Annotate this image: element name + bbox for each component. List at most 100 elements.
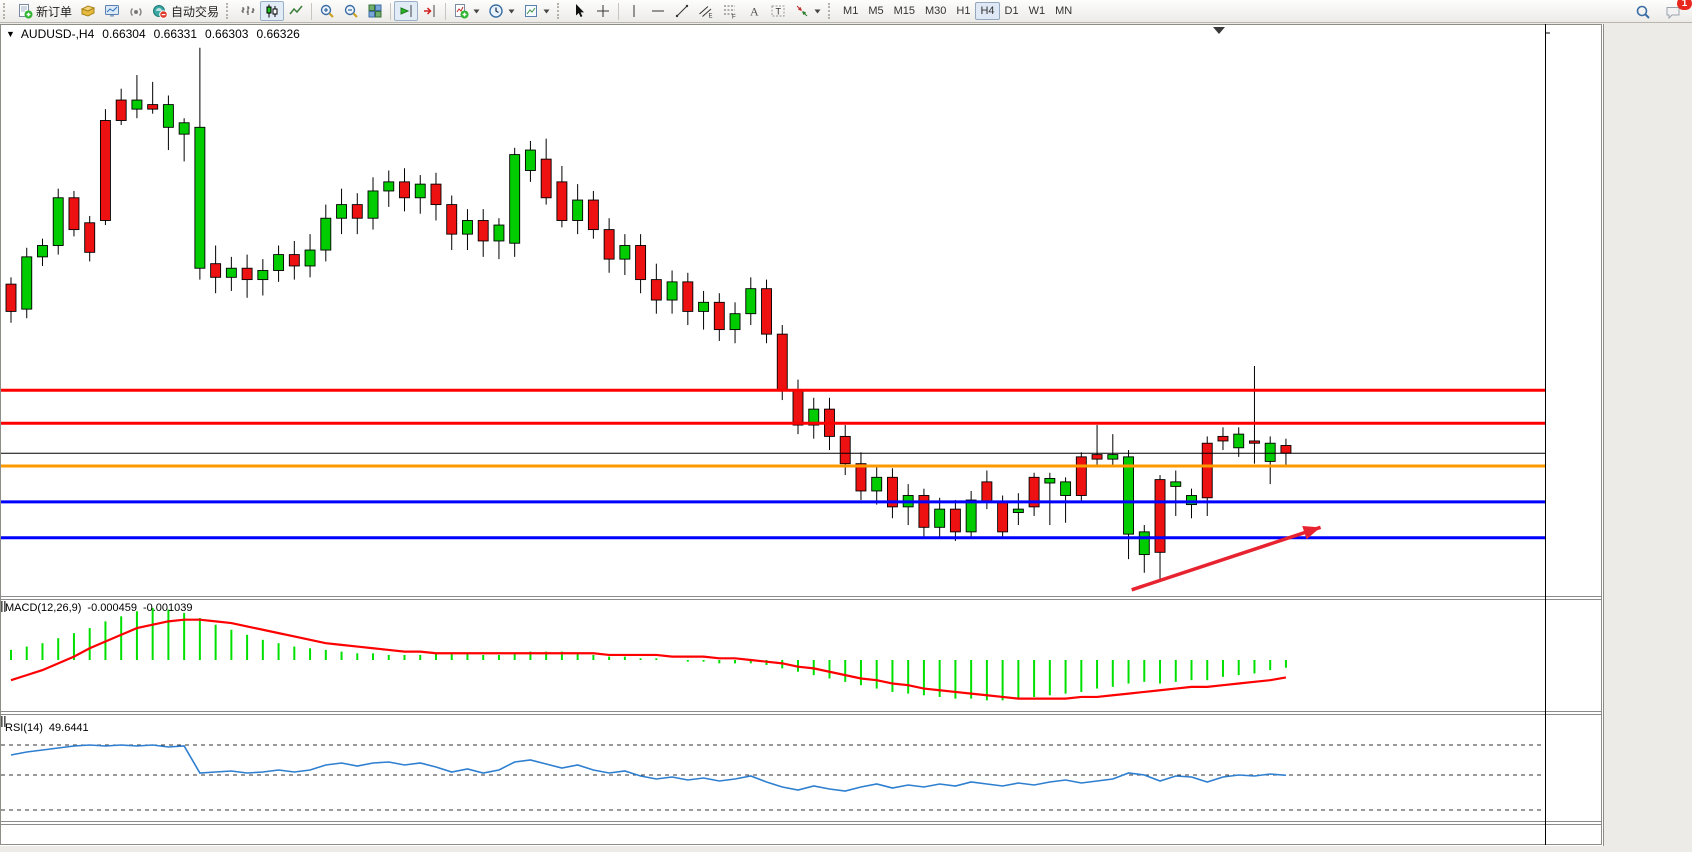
bull-candle [1044, 478, 1056, 484]
rsi-name: RSI(14) [5, 722, 43, 734]
bull-candle [666, 281, 678, 301]
toolbar-grip[interactable] [3, 3, 9, 19]
macd-indicator-label: MACD(12,26,9) -0.000459 -0.001039 [5, 602, 193, 614]
toolbar-right: 1 [1631, 0, 1692, 23]
pane-grip [4, 716, 6, 727]
bear-candle [430, 183, 442, 206]
search-button[interactable] [1631, 2, 1655, 22]
equidistant-channel-button[interactable]: E [694, 1, 718, 21]
bear-candle [68, 197, 80, 231]
indicators-button[interactable] [449, 1, 484, 21]
timeframe-m1[interactable]: M1 [838, 2, 863, 20]
bull-candle [257, 270, 269, 281]
toolbar-separator [311, 2, 313, 20]
chart-canvas[interactable] [0, 24, 1602, 845]
auto-scroll-button[interactable] [394, 1, 419, 21]
tile-windows-button[interactable] [363, 1, 387, 21]
candlestick-chart-button[interactable] [260, 1, 285, 21]
bull-candle [194, 126, 206, 269]
chart-shift-button[interactable] [418, 1, 442, 21]
chart-shift-icon [424, 5, 435, 17]
toolbar-separator [390, 2, 392, 20]
bear-candle [1249, 440, 1260, 444]
ohlc-high: 0.66331 [153, 27, 198, 41]
price-axis[interactable] [1545, 24, 1550, 845]
chart-header: ▼ AUDUSD-,H4 0.66304 0.66331 0.66303 0.6… [6, 27, 300, 41]
trend-arrow-head [1302, 526, 1321, 540]
bear-candle [1154, 479, 1166, 553]
bear-candle [587, 199, 599, 231]
collapse-triangle-icon[interactable]: ▼ [6, 29, 15, 39]
terminal-button[interactable] [100, 1, 124, 21]
arrows-button[interactable] [790, 1, 825, 21]
bull-candle [1170, 481, 1182, 487]
macd-name: MACD(12,26,9) [5, 602, 82, 614]
bull-candle [21, 256, 33, 310]
text-icon: A [750, 5, 759, 19]
bear-candle [981, 481, 993, 503]
toolbar-separator [618, 2, 620, 20]
trend-arrow[interactable] [1131, 525, 1322, 592]
toolbar-grip[interactable] [557, 3, 563, 19]
bear-candle [682, 281, 694, 312]
text-button[interactable]: A [742, 1, 766, 21]
bull-candle [367, 190, 379, 219]
zoom-in-button[interactable] [315, 1, 339, 21]
bull-candle [493, 224, 505, 242]
timeframe-w1[interactable]: W1 [1024, 2, 1051, 20]
bull-candle [320, 217, 332, 251]
auto-trading-button[interactable]: 自动交易 [148, 1, 223, 21]
profiles-button[interactable] [76, 1, 100, 21]
new-order-label: 新订单 [36, 4, 73, 19]
chart-window[interactable]: ▼ AUDUSD-,H4 0.66304 0.66331 0.66303 0.6… [0, 24, 1604, 846]
text-label-button[interactable]: T [766, 1, 790, 21]
pane-grip [4, 601, 6, 612]
zoom-out-button[interactable] [339, 1, 363, 21]
trendline-button[interactable] [670, 1, 694, 21]
timeframe-mn[interactable]: MN [1050, 2, 1077, 20]
bull-candle [509, 154, 521, 244]
svg-text:E: E [709, 14, 713, 20]
timeframe-m15[interactable]: M15 [889, 2, 920, 20]
bear-candle [115, 99, 127, 121]
fibonacci-button[interactable]: F [718, 1, 742, 21]
vertical-line-button[interactable] [622, 1, 646, 21]
pane-grip [1, 716, 3, 727]
bar-chart-button[interactable] [236, 1, 260, 21]
crosshair-button[interactable] [591, 1, 615, 21]
timeframe-h4[interactable]: H4 [975, 2, 1000, 20]
periods-button[interactable] [484, 1, 519, 21]
terminal-monitor-icon [105, 5, 120, 17]
bull-candle [619, 245, 631, 260]
timeframe-m5[interactable]: M5 [863, 2, 888, 20]
bull-candle [131, 99, 143, 110]
bull-candle [871, 476, 883, 492]
chart-shift-marker[interactable] [1213, 27, 1225, 34]
horizontal-line-button[interactable] [646, 1, 670, 21]
bull-candle [1264, 442, 1276, 462]
bull-candle [572, 199, 584, 221]
toolbar-grip[interactable] [828, 3, 834, 19]
line-chart-button[interactable] [284, 1, 308, 21]
timeframe-m30[interactable]: M30 [920, 2, 951, 20]
bull-candle [383, 181, 395, 192]
bear-candle [210, 263, 222, 278]
notification-badge: 1 [1677, 0, 1692, 10]
horizontal-line-icon [652, 10, 665, 12]
bear-candle [99, 120, 111, 221]
bull-candle [273, 254, 285, 271]
new-order-button[interactable]: 新订单 [13, 1, 76, 21]
cursor-button[interactable] [567, 1, 591, 21]
vertical-line-icon [633, 5, 635, 17]
signals-button[interactable] [124, 1, 148, 21]
bull-candle [225, 267, 237, 278]
bear-candle [477, 220, 489, 242]
timeframe-h1[interactable]: H1 [951, 2, 975, 20]
templates-button[interactable] [519, 1, 554, 21]
bear-candle [1280, 445, 1292, 454]
bull-candle [162, 104, 174, 128]
bear-candle [855, 463, 867, 492]
toolbar-grip[interactable] [226, 3, 232, 19]
timeframe-d1[interactable]: D1 [1000, 2, 1024, 20]
bear-candle [540, 158, 552, 199]
